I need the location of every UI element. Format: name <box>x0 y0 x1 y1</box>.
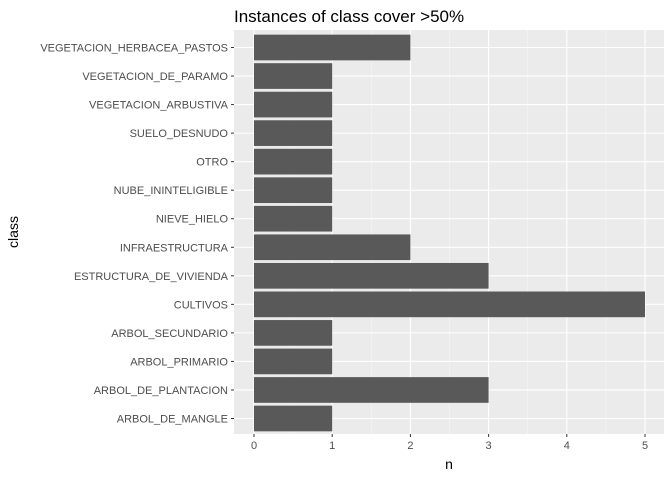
y-tick-label: VEGETACION_HERBACEA_PASTOS <box>40 43 228 55</box>
y-tick-label: ARBOL_DE_PLANTACION <box>94 385 228 397</box>
bar <box>254 148 333 175</box>
bar <box>254 205 333 232</box>
y-tick-label: NIEVE_HIELO <box>156 214 229 226</box>
x-tick-label: 5 <box>642 440 648 452</box>
y-axis-title: class <box>5 216 21 248</box>
bar <box>254 63 333 89</box>
bar <box>254 348 333 375</box>
y-tick-label: ARBOL_DE_MANGLE <box>117 414 228 426</box>
bar <box>254 120 333 146</box>
x-axis: 0 1 2 3 4 5 <box>251 434 648 452</box>
y-tick-label: ARBOL_PRIMARIO <box>130 356 228 368</box>
y-tick-label: VEGETACION_DE_PARAMO <box>82 71 228 83</box>
y-tick-label: VEGETACION_ARBUSTIVA <box>89 100 229 112</box>
y-tick-label: OTRO <box>196 157 228 169</box>
x-tick-label: 1 <box>329 440 335 452</box>
y-tick-label: ARBOL_SECUNDARIO <box>111 328 228 340</box>
bar <box>254 34 411 61</box>
y-tick-label: ESTRUCTURA_DE_VIVIENDA <box>74 271 229 283</box>
bar <box>254 262 489 289</box>
x-tick-label: 3 <box>486 440 492 452</box>
x-tick-label: 0 <box>251 440 257 452</box>
y-tick-label: CULTIVOS <box>174 299 228 311</box>
bars <box>254 34 645 432</box>
bar <box>254 91 333 118</box>
y-tick-label: SUELO_DESNUDO <box>130 128 229 140</box>
bar <box>254 405 333 432</box>
y-axis: VEGETACION_HERBACEA_PASTOS VEGETACION_DE_… <box>40 43 234 426</box>
grid-lines <box>234 30 664 434</box>
bar <box>254 234 411 261</box>
bar <box>254 320 333 346</box>
y-tick-label: NUBE_ININTELIGIBLE <box>114 185 228 197</box>
bar <box>254 377 489 403</box>
bar <box>254 177 333 204</box>
bar <box>254 291 645 318</box>
x-axis-title: n <box>445 456 453 472</box>
x-tick-label: 2 <box>407 440 413 452</box>
chart-title: Instances of class cover >50% <box>234 7 464 26</box>
y-tick-label: INFRAESTRUCTURA <box>120 242 229 254</box>
x-tick-label: 4 <box>564 440 570 452</box>
